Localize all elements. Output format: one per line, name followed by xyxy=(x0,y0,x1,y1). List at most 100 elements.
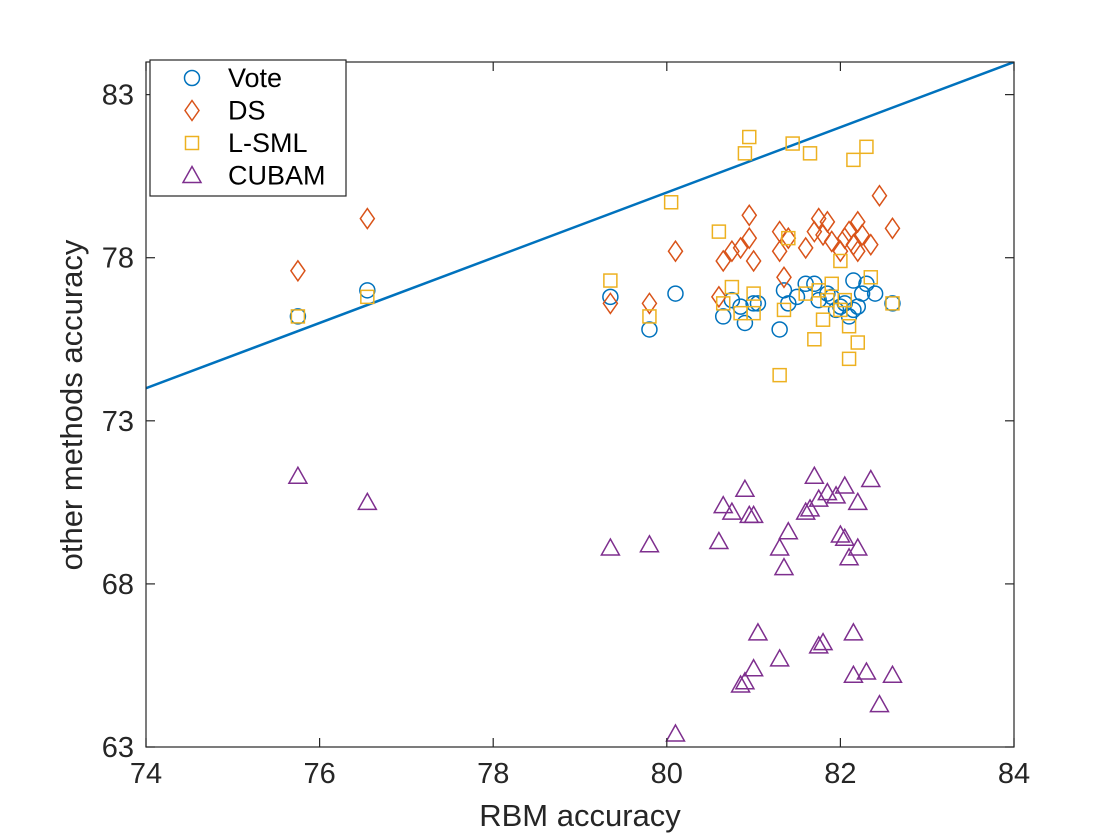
data-point-cubam xyxy=(869,694,890,713)
data-point-cubam xyxy=(825,485,847,504)
data-point-vote xyxy=(602,288,619,306)
data-point-cubam xyxy=(860,468,882,488)
y-tick-label: 78 xyxy=(102,243,134,275)
series-l-sml xyxy=(290,129,900,383)
data-point-vote xyxy=(745,295,762,312)
data-point-ds xyxy=(836,226,853,250)
data-point-cubam xyxy=(834,475,856,494)
data-point-ds xyxy=(723,239,740,263)
data-point-cubam xyxy=(769,648,790,667)
data-point-l-sml xyxy=(724,279,740,295)
data-point-l-sml xyxy=(737,146,753,161)
data-point-l-sml xyxy=(824,276,839,292)
data-point-l-sml xyxy=(711,224,727,239)
data-point-vote xyxy=(289,308,307,325)
x-tick-label: 74 xyxy=(130,758,162,790)
data-point-cubam xyxy=(804,465,825,485)
data-point-vote xyxy=(845,272,862,289)
data-point-cubam xyxy=(747,622,769,641)
data-point-vote xyxy=(788,288,806,306)
legend-marker-ds xyxy=(184,99,200,122)
data-point-l-sml xyxy=(715,296,731,311)
data-point-cubam xyxy=(812,632,834,651)
data-point-ds xyxy=(741,204,758,227)
data-point-l-sml xyxy=(781,230,796,246)
data-point-l-sml xyxy=(833,253,848,269)
x-tick-label: 78 xyxy=(477,758,509,790)
data-point-l-sml xyxy=(603,273,618,288)
data-point-vote xyxy=(884,295,901,312)
data-point-ds xyxy=(780,226,797,250)
data-point-l-sml xyxy=(863,270,879,285)
data-point-cubam xyxy=(843,664,864,683)
legend-label-ds: DS xyxy=(228,96,266,126)
data-point-vote xyxy=(749,295,767,312)
x-tick-label: 76 xyxy=(303,758,335,790)
data-point-cubam xyxy=(830,524,851,543)
data-point-vote xyxy=(866,285,884,302)
data-point-cubam xyxy=(847,537,869,556)
data-point-ds xyxy=(810,207,827,230)
data-point-cubam xyxy=(721,501,743,520)
data-point-l-sml xyxy=(642,309,657,324)
plot-area xyxy=(146,62,1014,742)
data-point-ds xyxy=(797,236,814,260)
data-point-ds xyxy=(819,210,836,234)
legend-label-cubam: CUBAM xyxy=(228,161,326,191)
data-point-cubam xyxy=(743,504,764,524)
data-point-ds xyxy=(776,265,792,289)
data-point-vote xyxy=(797,275,814,293)
x-tick-label: 80 xyxy=(651,758,683,790)
y-tick-label: 73 xyxy=(102,406,134,438)
data-point-ds xyxy=(841,220,857,243)
data-point-ds xyxy=(771,220,788,243)
data-point-ds xyxy=(667,239,684,263)
data-point-vote xyxy=(827,301,845,319)
data-point-l-sml xyxy=(802,146,818,161)
data-point-vote xyxy=(359,282,376,299)
data-point-ds xyxy=(832,239,849,263)
data-point-cubam xyxy=(639,534,660,553)
data-point-l-sml xyxy=(815,312,831,327)
data-point-vote xyxy=(641,321,658,338)
data-point-l-sml xyxy=(776,302,792,318)
y-tick-label: 83 xyxy=(102,80,134,112)
data-point-cubam xyxy=(730,674,751,693)
y-tick-label: 63 xyxy=(102,732,134,764)
data-point-cubam xyxy=(665,723,686,742)
data-point-ds xyxy=(871,184,888,208)
x-axis-label: RBM accuracy xyxy=(479,798,681,833)
data-point-l-sml xyxy=(841,351,857,367)
data-point-cubam xyxy=(838,547,860,566)
data-point-l-sml xyxy=(833,302,848,318)
data-point-ds xyxy=(289,259,306,283)
data-point-ds xyxy=(715,249,732,273)
data-point-ds xyxy=(771,239,788,263)
data-point-ds xyxy=(849,239,866,263)
legend-marker-l-sml xyxy=(184,135,200,151)
data-point-l-sml xyxy=(785,136,800,151)
data-point-cubam xyxy=(708,530,730,550)
data-point-cubam xyxy=(834,527,856,546)
axes: 74 76 78 80 82 84 63 68 73 78 83 xyxy=(102,61,1030,790)
data-point-cubam xyxy=(808,635,829,654)
data-point-ds xyxy=(884,217,901,240)
data-point-l-sml xyxy=(859,139,874,155)
data-point-cubam xyxy=(843,622,864,641)
series-vote xyxy=(289,272,901,338)
legend-box xyxy=(149,59,347,197)
data-point-cubam xyxy=(817,482,838,501)
data-point-vote xyxy=(714,308,732,325)
series-cubam xyxy=(287,465,903,742)
data-point-cubam xyxy=(808,488,829,507)
data-point-l-sml xyxy=(841,318,857,334)
data-point-ds xyxy=(602,292,619,315)
data-point-l-sml xyxy=(850,335,866,350)
data-point-l-sml xyxy=(746,286,761,301)
data-point-l-sml xyxy=(846,152,861,168)
data-point-cubam xyxy=(795,501,816,520)
x-tick-label: 84 xyxy=(998,758,1030,790)
data-point-vote xyxy=(771,321,788,338)
y-axis-label: other methods accuracy xyxy=(54,239,89,570)
